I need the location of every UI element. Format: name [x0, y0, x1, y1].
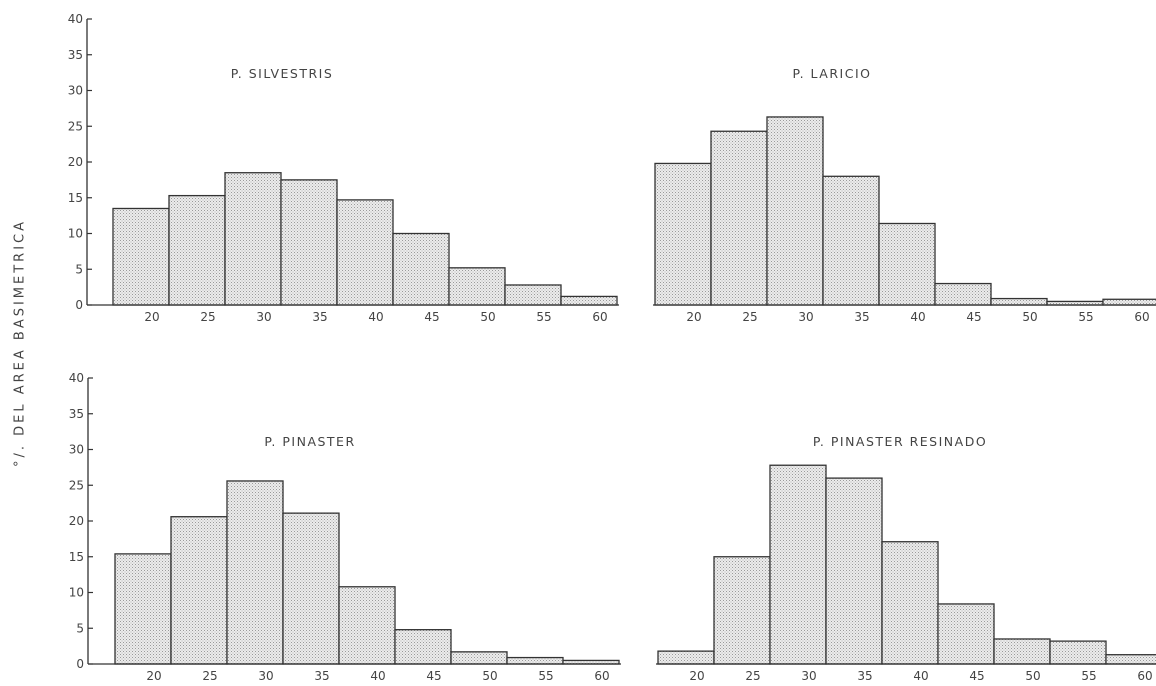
- x-tick-label: 35: [314, 669, 329, 683]
- bar: [825, 477, 883, 665]
- y-tick-label: 40: [69, 371, 84, 385]
- bar: [224, 172, 282, 306]
- y-tick-label: 10: [68, 227, 83, 241]
- bar: [504, 284, 562, 306]
- bar: [990, 297, 1048, 306]
- bar: [657, 650, 715, 665]
- bar: [881, 541, 939, 665]
- x-tick-label: 45: [424, 310, 439, 324]
- x-tick-label: 20: [689, 669, 704, 683]
- x-tick-label: 60: [592, 310, 607, 324]
- x-tick-label: 25: [202, 669, 217, 683]
- y-tick-label: 15: [68, 191, 83, 205]
- y-tick-label: 30: [68, 84, 83, 98]
- x-tick-label: 45: [969, 669, 984, 683]
- bar: [766, 116, 824, 306]
- bar: [394, 629, 452, 665]
- y-tick-label: 40: [68, 12, 83, 26]
- x-tick-label: 50: [482, 669, 497, 683]
- x-tick-label: 40: [370, 669, 385, 683]
- chart-title: P. LARICIO: [793, 66, 872, 81]
- bar: [280, 179, 338, 306]
- y-tick-label: 20: [68, 155, 83, 169]
- bar: [282, 512, 340, 665]
- bar: [338, 586, 396, 665]
- bar: [226, 480, 284, 665]
- y-tick-label: 0: [75, 298, 83, 312]
- bar: [392, 232, 450, 306]
- x-tick-label: 20: [144, 310, 159, 324]
- y-tick-label: 35: [69, 407, 84, 421]
- bar: [878, 222, 936, 306]
- bar: [769, 464, 827, 665]
- x-tick-label: 55: [538, 669, 553, 683]
- y-tick-label: 0: [76, 657, 84, 671]
- x-tick-label: 40: [910, 310, 925, 324]
- x-tick-label: 55: [536, 310, 551, 324]
- chart-title: P. SILVESTRIS: [231, 66, 334, 81]
- bar: [336, 199, 394, 306]
- y-tick-label: 30: [69, 443, 84, 457]
- x-tick-label: 25: [742, 310, 757, 324]
- bar: [506, 656, 564, 665]
- x-tick-label: 50: [1025, 669, 1040, 683]
- bar: [822, 175, 880, 306]
- bar: [993, 638, 1051, 665]
- x-tick-label: 20: [686, 310, 701, 324]
- bar: [1049, 640, 1107, 665]
- x-tick-label: 55: [1081, 669, 1096, 683]
- x-tick-label: 50: [1022, 310, 1037, 324]
- x-tick-label: 25: [200, 310, 215, 324]
- x-tick-label: 30: [801, 669, 816, 683]
- x-tick-label: 30: [798, 310, 813, 324]
- bar: [450, 651, 508, 665]
- y-tick-label: 35: [68, 48, 83, 62]
- y-tick-label: 10: [69, 586, 84, 600]
- bar: [1105, 654, 1156, 665]
- bar: [654, 162, 712, 306]
- bar: [114, 553, 172, 665]
- y-tick-label: 25: [69, 478, 84, 492]
- x-tick-label: 45: [426, 669, 441, 683]
- x-tick-label: 50: [480, 310, 495, 324]
- x-tick-label: 55: [1078, 310, 1093, 324]
- bar: [168, 194, 226, 306]
- x-tick-label: 45: [966, 310, 981, 324]
- x-tick-label: 35: [857, 669, 872, 683]
- bar: [170, 516, 228, 665]
- y-tick-label: 20: [69, 514, 84, 528]
- bar: [937, 603, 995, 665]
- y-tick-label: 5: [76, 621, 84, 635]
- x-tick-label: 35: [312, 310, 327, 324]
- chart-title: P. PINASTER RESINADO: [813, 434, 987, 449]
- bar: [560, 295, 618, 306]
- bar: [448, 267, 506, 306]
- x-tick-label: 20: [146, 669, 161, 683]
- x-tick-label: 30: [256, 310, 271, 324]
- y-tick-label: 25: [68, 119, 83, 133]
- x-tick-label: 60: [594, 669, 609, 683]
- x-tick-label: 25: [745, 669, 760, 683]
- x-tick-label: 35: [854, 310, 869, 324]
- x-tick-label: 40: [368, 310, 383, 324]
- bar: [713, 556, 771, 665]
- x-tick-label: 60: [1134, 310, 1149, 324]
- y-tick-label: 15: [69, 550, 84, 564]
- x-tick-label: 60: [1137, 669, 1152, 683]
- bar: [710, 130, 768, 306]
- bar: [112, 207, 170, 306]
- bar: [934, 282, 992, 306]
- bar: [1102, 298, 1156, 306]
- x-tick-label: 40: [913, 669, 928, 683]
- x-tick-label: 30: [258, 669, 273, 683]
- y-tick-label: 5: [75, 262, 83, 276]
- chart-title: P. PINASTER: [264, 434, 355, 449]
